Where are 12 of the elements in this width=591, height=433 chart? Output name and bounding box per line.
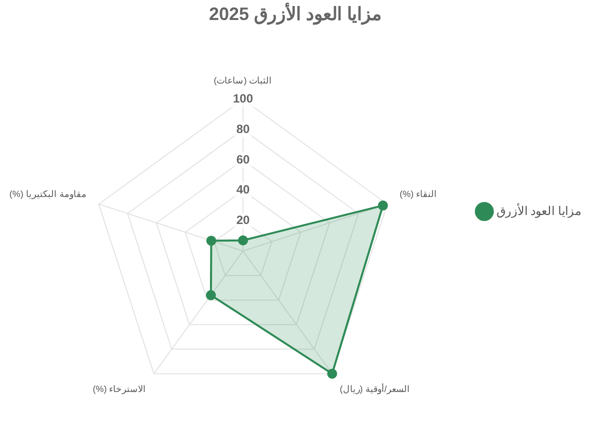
- y-tick-label: 60: [236, 152, 250, 166]
- chart-title: مزايا العود الأزرق 2025: [208, 2, 382, 25]
- y-tick-label: 20: [236, 212, 250, 227]
- y-tick-label: 100: [232, 92, 254, 106]
- spoke-label: (%) مقاومة البكتيريا: [9, 189, 86, 200]
- spoke-label: (%) النقاء: [400, 189, 438, 200]
- spoke-label: الثبات (ساعات): [214, 75, 272, 86]
- y-tick-label: 80: [236, 122, 250, 136]
- y-tick-label: 40: [236, 182, 250, 197]
- spoke-label: السعر/أوقية (ريال): [340, 382, 410, 396]
- legend-label: مزايا العود الأزرق: [496, 202, 582, 218]
- spoke-label: (%) الاسترخاء: [92, 384, 146, 396]
